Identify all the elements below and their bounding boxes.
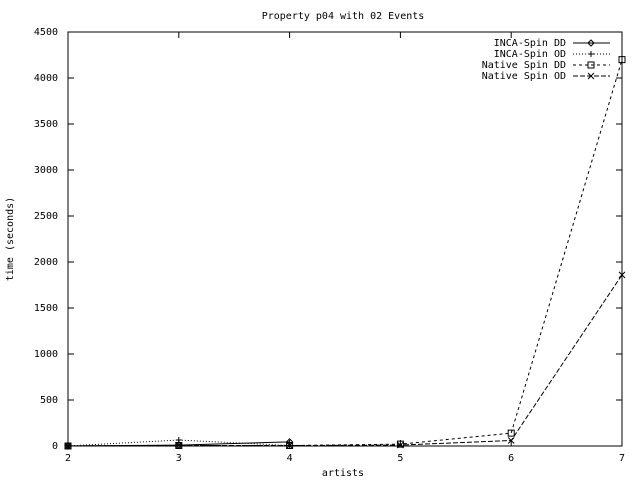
- marker: [618, 56, 626, 64]
- y-axis-label: time (seconds): [5, 197, 16, 281]
- marker: [587, 61, 595, 69]
- marker: [286, 442, 293, 449]
- series-line: [67, 439, 290, 447]
- marker: [588, 51, 594, 57]
- y-tick-label: 3000: [34, 165, 58, 176]
- marker: [507, 437, 515, 444]
- legend-label: Native Spin OD: [482, 71, 566, 82]
- y-tick-label: 2000: [34, 257, 58, 268]
- y-tick-label: 0: [52, 441, 58, 452]
- marker: [397, 441, 404, 449]
- series-line: [67, 274, 623, 447]
- y-tick-label: 500: [40, 395, 58, 406]
- y-tick-label: 1000: [34, 349, 58, 360]
- x-tick-label: 6: [508, 453, 514, 464]
- marker: [175, 437, 182, 444]
- y-tick-label: 4000: [34, 73, 58, 84]
- marker: [587, 72, 595, 80]
- x-tick-label: 2: [65, 453, 71, 464]
- y-tick-label: 4500: [34, 27, 58, 38]
- plot-frame: [67, 31, 623, 447]
- chart-title: Property p04 with 02 Events: [262, 11, 425, 22]
- y-tick-label: 3500: [34, 119, 58, 130]
- legend-label: Native Spin DD: [482, 60, 566, 71]
- y-tick-label: 1500: [34, 303, 58, 314]
- y-tick-label: 2500: [34, 211, 58, 222]
- x-tick-label: 7: [619, 453, 625, 464]
- marker: [64, 442, 72, 450]
- marker: [587, 39, 595, 47]
- x-tick-label: 5: [397, 453, 403, 464]
- marker: [618, 271, 626, 279]
- x-axis-label: artists: [322, 468, 364, 479]
- marker: [175, 442, 183, 449]
- x-tick-label: 3: [176, 453, 182, 464]
- legend-label: INCA-Spin OD: [494, 49, 566, 60]
- x-tick-label: 4: [287, 453, 293, 464]
- legend-label: INCA-Spin DD: [494, 38, 566, 49]
